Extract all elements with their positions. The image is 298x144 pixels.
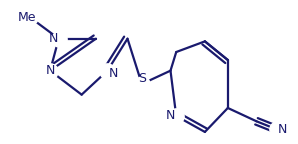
Text: N: N	[278, 123, 287, 136]
Text: N: N	[45, 64, 55, 77]
Text: N: N	[108, 67, 118, 80]
Text: N: N	[166, 109, 175, 122]
Text: Me: Me	[18, 11, 36, 24]
Text: S: S	[138, 72, 146, 85]
Text: N: N	[49, 32, 58, 45]
